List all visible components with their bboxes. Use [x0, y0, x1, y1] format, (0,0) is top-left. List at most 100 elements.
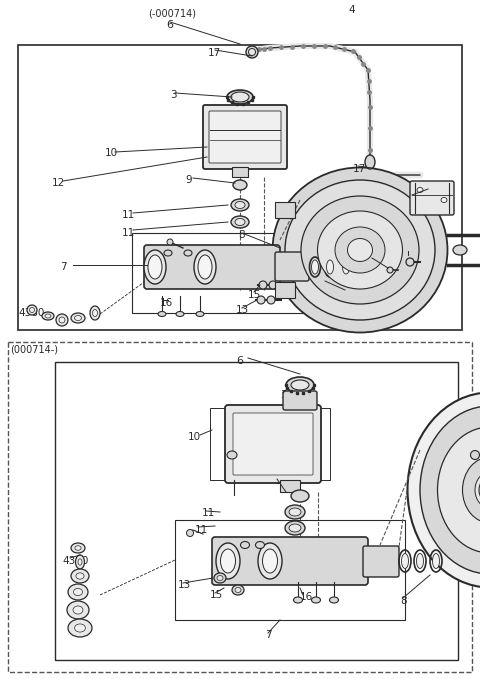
Text: 3: 3: [280, 390, 287, 400]
Ellipse shape: [289, 524, 301, 532]
Ellipse shape: [335, 227, 385, 273]
Text: 13: 13: [236, 305, 249, 315]
Text: 10: 10: [188, 432, 201, 442]
Ellipse shape: [29, 308, 35, 312]
Ellipse shape: [164, 250, 172, 256]
Bar: [132, 233, 332, 313]
Ellipse shape: [285, 505, 305, 519]
Ellipse shape: [470, 450, 480, 460]
Ellipse shape: [227, 90, 253, 104]
Ellipse shape: [76, 573, 84, 579]
Ellipse shape: [291, 490, 309, 502]
Bar: [8, 342, 472, 672]
Ellipse shape: [148, 255, 162, 279]
Ellipse shape: [27, 305, 37, 315]
Ellipse shape: [71, 543, 85, 553]
Bar: [210, 408, 330, 480]
Ellipse shape: [408, 392, 480, 587]
Bar: [280, 480, 300, 492]
Bar: [175, 520, 405, 620]
Ellipse shape: [231, 92, 249, 102]
Ellipse shape: [216, 543, 240, 579]
Ellipse shape: [420, 406, 480, 574]
Ellipse shape: [78, 559, 82, 565]
Ellipse shape: [401, 553, 408, 568]
FancyBboxPatch shape: [225, 405, 321, 483]
Ellipse shape: [258, 543, 282, 579]
Ellipse shape: [75, 546, 81, 550]
Text: 16: 16: [160, 298, 173, 308]
Text: 4: 4: [348, 5, 355, 15]
Ellipse shape: [365, 155, 375, 169]
Text: (000714-): (000714-): [10, 344, 58, 354]
Ellipse shape: [285, 180, 435, 320]
Ellipse shape: [269, 281, 277, 289]
Text: 10: 10: [105, 148, 118, 158]
FancyBboxPatch shape: [275, 252, 309, 281]
Text: 4360: 4360: [62, 556, 88, 566]
Ellipse shape: [301, 196, 419, 304]
Ellipse shape: [194, 250, 216, 284]
Bar: [18, 45, 462, 330]
Ellipse shape: [343, 260, 349, 274]
Text: 6: 6: [237, 356, 243, 366]
Text: 14: 14: [367, 255, 380, 265]
Text: 12: 12: [52, 178, 65, 188]
Text: 9: 9: [185, 175, 192, 185]
Bar: [275, 282, 295, 298]
Text: 3: 3: [170, 90, 177, 100]
Ellipse shape: [235, 587, 241, 593]
Ellipse shape: [68, 584, 88, 600]
Ellipse shape: [387, 267, 393, 273]
Ellipse shape: [220, 549, 236, 573]
Ellipse shape: [406, 258, 414, 266]
Ellipse shape: [231, 199, 249, 211]
Ellipse shape: [196, 312, 204, 316]
Ellipse shape: [235, 219, 245, 225]
FancyBboxPatch shape: [212, 537, 368, 585]
FancyBboxPatch shape: [203, 105, 287, 169]
Bar: [232, 167, 248, 177]
Ellipse shape: [437, 427, 480, 553]
Text: 6: 6: [167, 20, 173, 30]
Ellipse shape: [291, 380, 309, 390]
Ellipse shape: [187, 530, 193, 536]
Text: 1: 1: [404, 248, 410, 258]
Ellipse shape: [329, 597, 338, 603]
Ellipse shape: [463, 457, 480, 523]
Ellipse shape: [167, 239, 173, 245]
Text: 5: 5: [320, 278, 326, 288]
Text: 11: 11: [195, 525, 208, 535]
Ellipse shape: [74, 316, 82, 320]
Ellipse shape: [233, 180, 247, 190]
Ellipse shape: [144, 250, 166, 284]
Ellipse shape: [286, 377, 314, 393]
FancyBboxPatch shape: [410, 181, 454, 215]
Ellipse shape: [184, 250, 192, 256]
Ellipse shape: [235, 202, 245, 208]
Ellipse shape: [475, 472, 480, 508]
Text: (-000714): (-000714): [148, 8, 196, 18]
Text: 13: 13: [178, 580, 191, 590]
Ellipse shape: [214, 573, 226, 583]
Text: 11: 11: [202, 508, 215, 518]
Text: 15: 15: [248, 290, 261, 300]
Ellipse shape: [417, 187, 423, 193]
Ellipse shape: [273, 168, 447, 333]
Ellipse shape: [232, 585, 244, 595]
Ellipse shape: [71, 313, 85, 323]
Ellipse shape: [417, 553, 423, 568]
Text: 4360: 4360: [18, 308, 44, 318]
FancyBboxPatch shape: [283, 391, 317, 410]
Ellipse shape: [59, 317, 65, 323]
Ellipse shape: [90, 306, 100, 320]
Text: 7: 7: [60, 262, 67, 272]
Text: 9: 9: [274, 476, 281, 486]
FancyBboxPatch shape: [363, 546, 399, 577]
Ellipse shape: [312, 260, 319, 274]
Ellipse shape: [453, 245, 467, 255]
FancyBboxPatch shape: [144, 245, 280, 289]
Ellipse shape: [56, 314, 68, 326]
Text: 17: 17: [353, 164, 366, 174]
Ellipse shape: [198, 255, 212, 279]
